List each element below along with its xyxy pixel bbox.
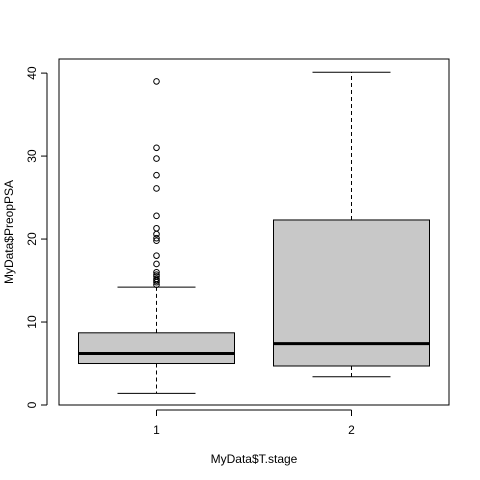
outlier-point [153,230,160,238]
outlier-point [153,275,160,283]
outlier-point [153,212,160,220]
outlier-point [153,237,160,245]
y-tick-label: 40 [25,66,39,80]
y-tick-label: 0 [25,401,39,408]
iqr-box [273,219,430,367]
outlier-point [153,155,160,162]
y-tick-label: 10 [25,315,39,329]
boxes [78,71,430,394]
y-tick-label: 30 [25,149,39,163]
outlier-point [153,78,160,85]
box-group-2 [273,71,430,378]
x-axis-title: MyData$T.stage [211,452,298,466]
outlier-point [153,260,160,268]
outlier-point [153,268,160,276]
outlier-point [153,144,160,152]
outlier-point [153,185,160,192]
y-axis-title: MyData$PreopPSA [2,180,16,284]
plot-frame [58,58,450,406]
outlier-point [153,234,160,242]
x-tick-label: 1 [153,423,160,437]
y-axis: 0 10 20 30 40 [25,66,48,408]
iqr-box [78,332,235,365]
outlier-point [153,224,160,232]
box-group-1 [78,78,235,394]
x-tick-label: 2 [348,423,355,437]
outlier-point [153,252,160,259]
y-tick-label: 20 [25,232,39,246]
outlier-point [153,171,160,179]
outlier-point [153,271,160,279]
